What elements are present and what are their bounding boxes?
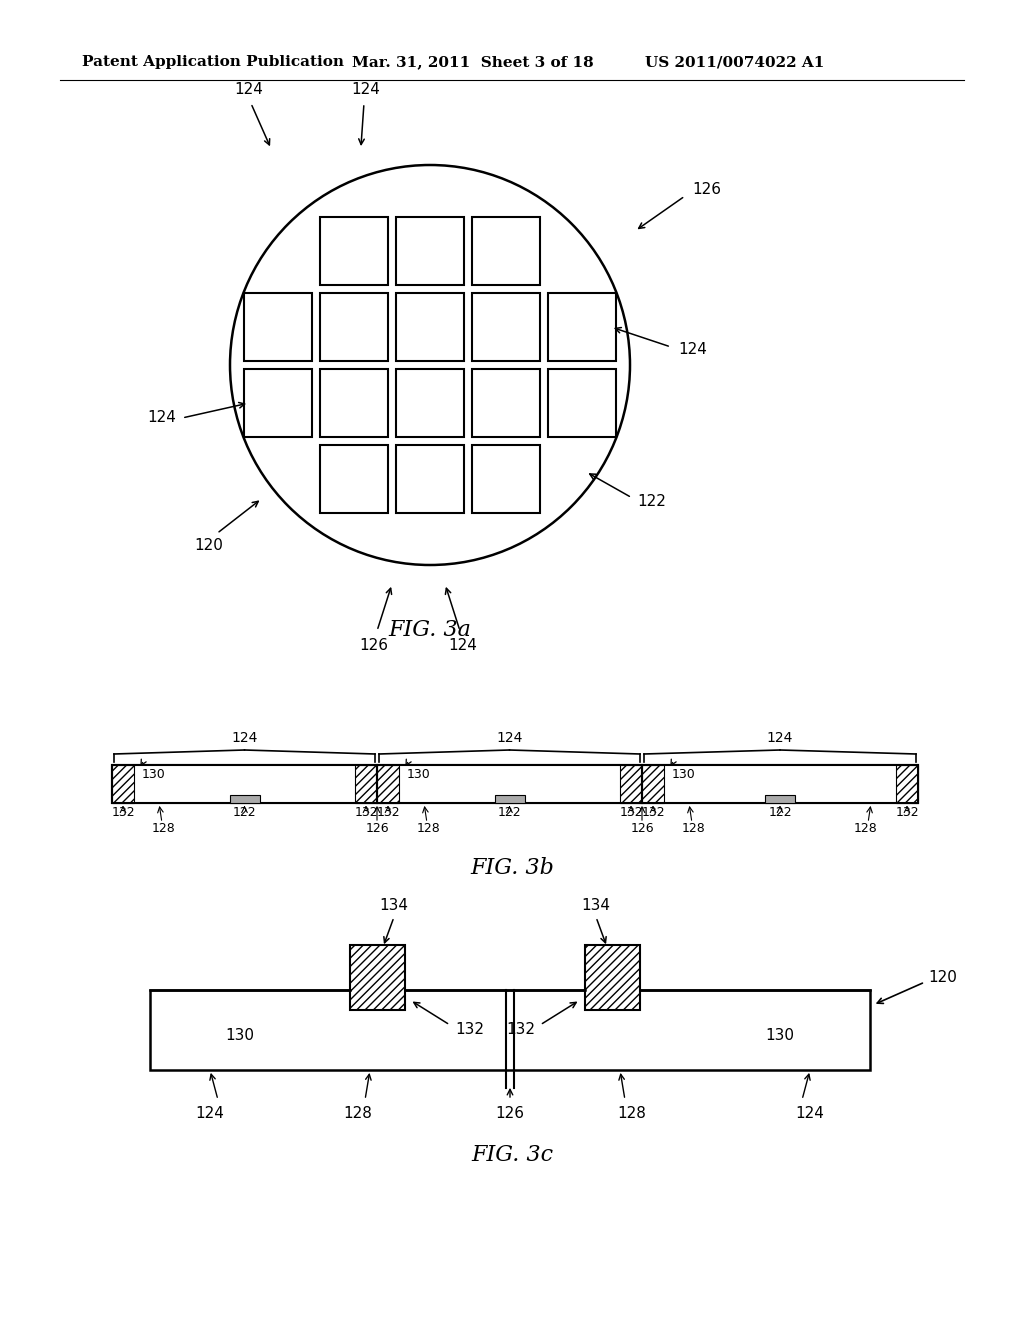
Text: 128: 128	[617, 1106, 646, 1121]
Text: 124: 124	[449, 638, 477, 652]
Text: 122: 122	[232, 807, 256, 820]
Text: Mar. 31, 2011  Sheet 3 of 18: Mar. 31, 2011 Sheet 3 of 18	[352, 55, 594, 69]
Bar	[134, 766, 355, 803]
Text: 132: 132	[455, 1023, 484, 1038]
Text: 132: 132	[620, 807, 643, 820]
Text: US 2011/0074022 A1: US 2011/0074022 A1	[645, 55, 824, 69]
Bar	[642, 766, 664, 803]
Bar	[229, 795, 259, 803]
Bar	[396, 216, 464, 285]
Bar	[319, 216, 388, 285]
Text: FIG. 3a: FIG. 3a	[388, 619, 471, 642]
Bar	[585, 945, 640, 1010]
Bar	[896, 766, 918, 803]
Text: 128: 128	[417, 821, 441, 834]
Bar	[112, 766, 918, 803]
Text: 124: 124	[796, 1106, 824, 1121]
Text: 128: 128	[344, 1106, 373, 1121]
Text: 122: 122	[498, 807, 521, 820]
Text: 124: 124	[196, 1106, 224, 1121]
Text: 126: 126	[366, 821, 389, 834]
Bar	[319, 293, 388, 360]
Bar	[642, 766, 918, 803]
Text: 134: 134	[380, 898, 409, 912]
Bar	[765, 795, 795, 803]
Text: FIG. 3b: FIG. 3b	[470, 857, 554, 879]
Text: 132: 132	[112, 807, 135, 820]
Bar	[472, 293, 540, 360]
Text: 130: 130	[766, 1027, 795, 1043]
Bar	[399, 766, 620, 803]
Bar	[319, 370, 388, 437]
Text: 132: 132	[376, 807, 399, 820]
Bar	[377, 766, 399, 803]
Text: 130: 130	[407, 768, 431, 781]
Bar	[472, 370, 540, 437]
Text: 124: 124	[767, 731, 794, 744]
Text: 130: 130	[672, 768, 695, 781]
Text: 124: 124	[678, 342, 707, 356]
Text: 120: 120	[195, 539, 223, 553]
Text: 124: 124	[147, 411, 176, 425]
Bar	[150, 990, 870, 1071]
Bar	[355, 766, 377, 803]
Text: 124: 124	[231, 731, 258, 744]
Bar	[620, 766, 642, 803]
Bar	[548, 370, 616, 437]
Bar	[396, 293, 464, 360]
Text: 122: 122	[768, 807, 792, 820]
Text: 126: 126	[630, 821, 653, 834]
Text: 128: 128	[854, 821, 878, 834]
Text: Patent Application Publication: Patent Application Publication	[82, 55, 344, 69]
Text: 124: 124	[234, 82, 263, 96]
Text: 122: 122	[637, 494, 666, 510]
Text: 130: 130	[142, 768, 166, 781]
Bar	[472, 216, 540, 285]
Text: 132: 132	[895, 807, 919, 820]
Text: 134: 134	[582, 898, 610, 912]
Text: 126: 126	[692, 181, 721, 197]
Text: 128: 128	[153, 821, 176, 834]
Bar	[472, 445, 540, 513]
Bar	[377, 766, 642, 803]
Text: 124: 124	[497, 731, 522, 744]
Text: 124: 124	[351, 82, 381, 96]
Bar	[319, 445, 388, 513]
Bar	[548, 293, 616, 360]
Text: 128: 128	[682, 821, 706, 834]
Bar	[396, 370, 464, 437]
Bar	[396, 445, 464, 513]
Text: 132: 132	[506, 1023, 535, 1038]
Text: 130: 130	[225, 1027, 255, 1043]
Text: 132: 132	[641, 807, 665, 820]
Text: 132: 132	[354, 807, 378, 820]
Bar	[664, 766, 896, 803]
Bar	[112, 766, 134, 803]
Bar	[244, 293, 312, 360]
Text: 126: 126	[496, 1106, 524, 1121]
Text: 120: 120	[928, 970, 956, 986]
Text: 126: 126	[359, 638, 388, 652]
Bar	[350, 945, 406, 1010]
Bar	[495, 795, 524, 803]
Bar	[244, 370, 312, 437]
Text: FIG. 3c: FIG. 3c	[471, 1144, 553, 1166]
Bar	[112, 766, 377, 803]
